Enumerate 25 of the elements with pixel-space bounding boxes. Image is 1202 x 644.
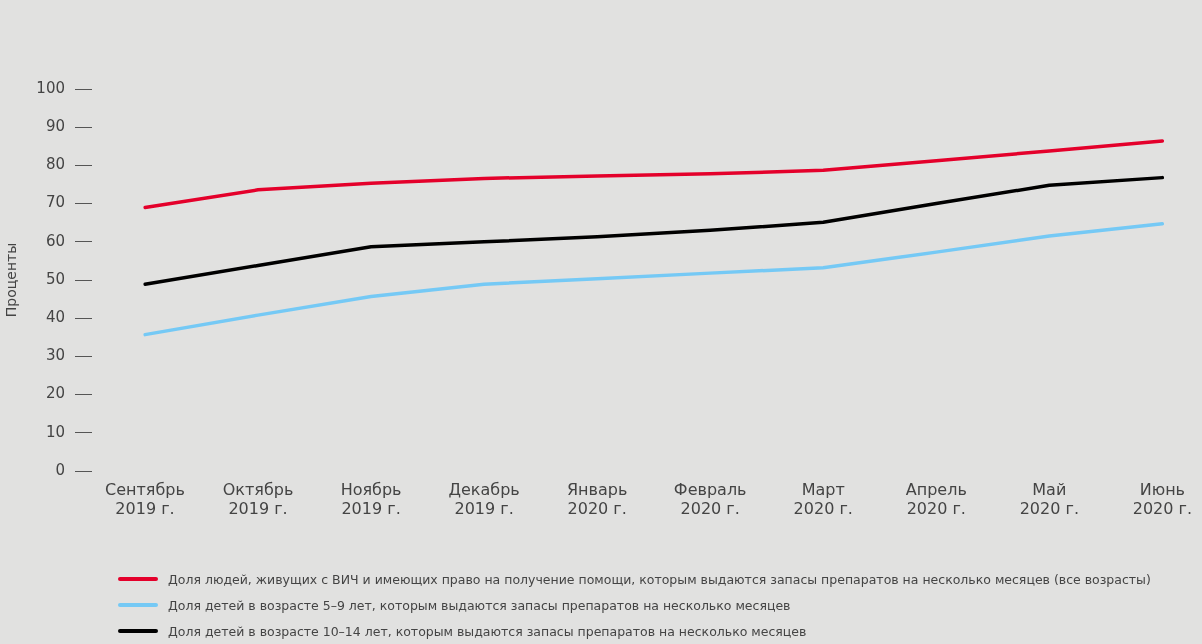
x-tick-label: Сентябрь 2019 г.: [105, 479, 185, 518]
y-tick-label: 90: [45, 117, 65, 136]
x-tick-label: Январь 2020 г.: [566, 479, 628, 518]
y-tick-label: 50: [45, 269, 65, 288]
y-tick-label: 80: [45, 155, 65, 174]
y-tick-label: 60: [45, 231, 65, 250]
x-tick-label: Ноябрь 2019 г.: [340, 479, 402, 518]
y-tick-label: 100: [36, 78, 65, 97]
legend-label: Доля детей в возрасте 10–14 лет, которым выдаются запасы препаратов на несколько месяцев: [168, 623, 807, 639]
y-tick-label: 70: [45, 193, 65, 212]
x-tick-label: Май 2020 г.: [1019, 479, 1079, 518]
y-tick-label: 10: [45, 422, 65, 441]
x-tick-label: Декабрь 2019 г.: [448, 479, 520, 518]
y-tick-label: 40: [45, 308, 65, 327]
x-tick-label: Апрель 2020 г.: [905, 479, 967, 518]
x-tick-label: Октябрь 2019 г.: [222, 479, 294, 518]
x-tick-label: Июнь 2020 г.: [1132, 479, 1192, 518]
y-tick-label: 0: [55, 460, 65, 479]
y-tick-label: 30: [45, 346, 65, 365]
y-axis-title: Проценты: [3, 242, 20, 318]
x-tick-label: Февраль 2020 г.: [673, 479, 747, 518]
y-tick-label: 20: [45, 384, 65, 403]
legend-label: Доля людей, живущих с ВИЧ и имеющих право на получение помощи, которым выдаются запасы препаратов на несколько месяцев (все возрасты): [168, 571, 1151, 587]
legend-label: Доля детей в возрасте 5–9 лет, которым выдаются запасы препаратов на несколько месяцев: [168, 597, 791, 613]
x-tick-label: Март 2020 г.: [793, 479, 853, 518]
